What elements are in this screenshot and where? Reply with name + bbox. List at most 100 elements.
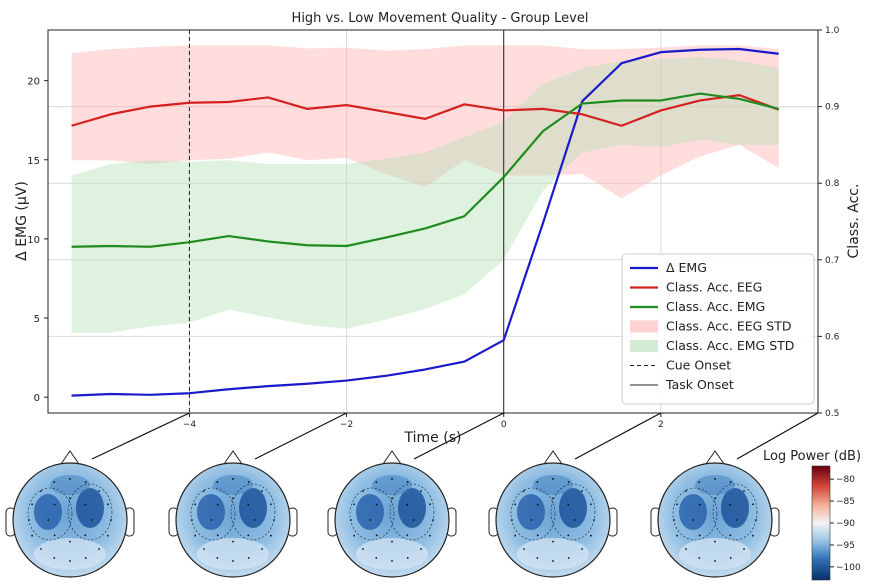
light-occipital [197,538,269,570]
plot-frame [47,29,819,414]
sensor-dot [69,560,71,562]
topomap-connectors [91,412,819,460]
contour-line [672,487,718,541]
topomaps [5,450,780,578]
sensor-dot [270,503,272,506]
legend-label: Class. Acc. EEG [666,280,762,295]
sensor-dot [514,503,516,506]
sensor-dot [84,534,87,537]
legend-label: Class. Acc. EEG STD [666,319,792,334]
sensor-dot [406,481,409,483]
colorbar-ticks: −80 −85 −90 −95 −100 [830,475,861,573]
sensor-dot [429,503,431,506]
sensor-dot [247,503,250,506]
y-axis-right-label: Class. Acc. [846,184,862,259]
sensor-dot [752,503,754,506]
sensor-dot [552,497,554,500]
sensor-dot [247,481,250,483]
sensor-dot [729,503,732,506]
sensor-dot [375,534,378,537]
sensor-dot [406,503,409,506]
activation-left [517,494,545,530]
sensor-dot [362,548,364,550]
sensor-dot [98,490,100,492]
sensor-dot [273,519,275,521]
sensor-dot [107,534,109,537]
sensor-dot [232,540,234,543]
sensor-dot [69,497,71,500]
activation-left [679,494,707,530]
sensor-dot [573,519,576,521]
sensor-dot [110,519,112,521]
colorbar-tick-label: −80 [836,475,855,485]
nose-shape [543,450,563,465]
sensor-dot [567,534,570,537]
legend-label: Task Onset [665,377,734,392]
sensor-dot [391,478,393,480]
sensor-dot [743,548,745,550]
sensor-dot [581,548,583,550]
legend-swatch [630,340,658,352]
colorbar-label: Log Power (dB) [763,449,861,464]
sensor-dot [270,534,272,537]
activation-left [356,494,384,530]
sensor-dot [552,540,554,543]
topomap-head [650,450,780,578]
x-tick-label: 2 [658,420,664,430]
connector-line [574,412,662,460]
y-axis-label: Δ EMG (μV) [14,181,30,261]
sensor-dot [593,519,595,521]
sensor-dot [216,557,219,559]
line-class-acc-emg [71,92,779,248]
sensor-dot [536,503,539,506]
nose-shape [223,450,243,465]
y-right-tick-label: 0.5 [825,409,839,419]
connector-line [254,412,347,460]
sensor-dot [247,534,250,537]
sensor-dot [552,478,554,480]
sensor-dot [391,497,393,500]
y-tick-label: 10 [27,235,40,246]
sensor-dot [28,519,30,521]
sensor-dot [698,481,701,483]
contour-line [349,487,395,541]
nose-shape [60,450,80,465]
sensor-dot [673,519,675,521]
sensor-dot [692,519,695,521]
sensor-dot [530,519,533,521]
y-axis-ticks: 0 5 10 15 20 [27,77,48,404]
topomap-head [168,450,298,578]
sensor-dot [432,519,434,521]
colorbar-tick-label: −90 [836,519,855,529]
nose-shape [382,450,402,465]
connector-line [91,412,190,460]
sensor-dot [253,519,256,521]
band-class-acc-emg-std [71,56,779,333]
contour-line [190,487,236,541]
sensor-dot [53,481,56,483]
sensor-dot [53,534,56,537]
sensor-dot [536,534,539,537]
sensor-dot [590,534,592,537]
sensor-dot [685,548,687,550]
activation-right [559,488,587,528]
colorbar-tick-label: −100 [836,563,861,573]
connector-line [736,412,819,460]
activation-right [721,488,749,528]
activation-frontal [213,475,253,495]
sensor-dot [203,548,205,550]
sensor-dot [375,557,378,559]
sensor-dot [107,503,109,506]
sensor-dot [350,519,352,521]
sensor-dot [362,490,364,492]
sensor-dot [714,497,716,500]
sensor-dot [420,490,422,492]
legend-box [621,253,815,405]
light-occipital [517,538,589,570]
sensor-dot [511,519,513,521]
sensor-dot [714,540,716,543]
x-tick-label: 0 [501,420,507,430]
contour-line [27,487,73,541]
sensor-dot [735,519,738,521]
activation-left [197,494,225,530]
